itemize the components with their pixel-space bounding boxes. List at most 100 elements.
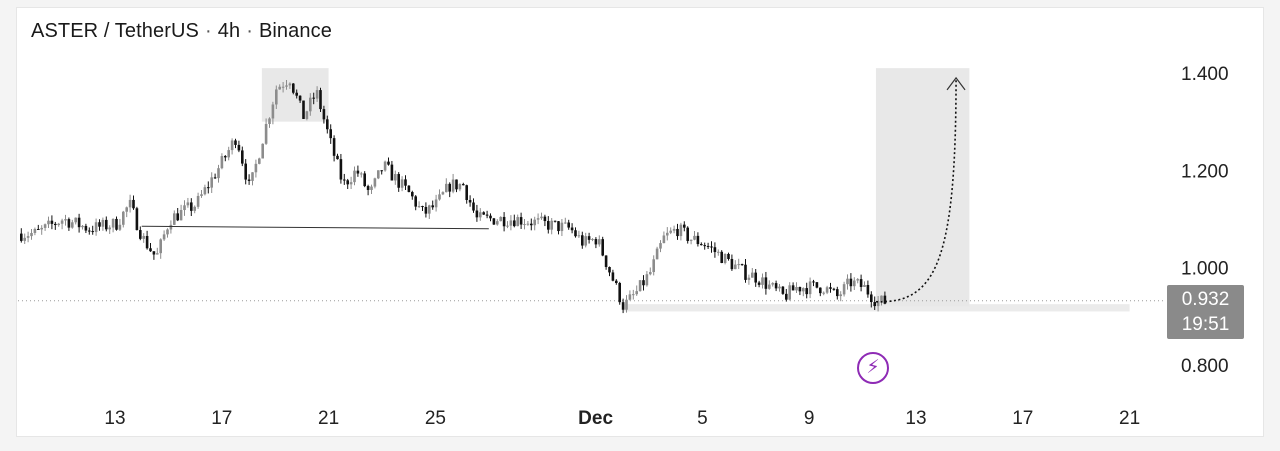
candle-body [798,286,802,292]
price-axis-label: 1.400 [1181,64,1229,85]
time-axis-label: 5 [697,408,708,429]
candle-body [366,186,370,190]
candle-body [472,202,475,211]
price-axis-label: 0.800 [1181,356,1229,377]
candle-body [492,218,496,225]
candle-body [829,287,832,289]
candle-body [122,211,125,225]
candle-body [655,248,659,260]
candle-body [506,225,509,227]
candle-body [254,163,258,173]
candle-body [638,280,642,292]
candle-body [761,277,764,285]
candle-body [509,220,513,226]
candle-body [553,220,557,222]
candle-body [411,192,414,197]
candle-body [689,239,693,241]
time-axis-label: 25 [425,408,446,429]
candle-body [744,264,747,280]
candle-body [652,259,655,273]
candle-body [397,174,400,188]
candle-body [312,97,315,99]
price-axis-label: 1.000 [1181,259,1229,280]
candle-body [516,217,519,227]
candle-body [247,179,251,181]
candle-body [683,224,686,228]
candle-body [179,210,183,221]
candle-body [530,223,533,226]
candle-body [802,288,805,292]
candle-body [550,220,553,230]
candle-body [37,228,40,230]
candle-body [196,195,200,207]
candle-body [271,104,275,119]
candle-body [54,223,57,226]
candle-body [424,206,428,214]
candle-body [812,281,815,283]
candle-body [132,199,135,209]
candle-body [747,277,751,280]
price-axis[interactable]: 1.400 1.200 1.000 0.800 [1181,64,1229,377]
symbol-label: ASTER / TetherUS [31,20,199,42]
candle-body [387,161,390,165]
candle-body [84,225,88,231]
candle-body [30,232,33,237]
candle-body [77,217,81,228]
candle-body [564,222,567,224]
candle-body [587,236,591,240]
candle-body [863,284,866,287]
candle-body [200,194,203,196]
candle-body [720,251,723,263]
candle-body [74,217,77,223]
candle-body [496,221,499,225]
time-axis-label: 13 [104,408,125,429]
candle-body [791,285,795,291]
candle-body [81,225,84,228]
overlay-layer [141,76,966,303]
candle-body [67,219,71,228]
candle-body [781,286,785,294]
candle-body [268,118,271,124]
candle-body [523,224,526,226]
candle-body [873,302,876,307]
candle-body [598,239,601,245]
time-axis-label: Dec [578,408,613,429]
candle-body [349,182,353,185]
candle-body [414,196,417,207]
candle-body [448,183,451,192]
candle-body [540,216,543,219]
candle-body [343,179,346,181]
candle-body [455,179,458,190]
candle-body [866,284,870,295]
candle-body [693,235,696,240]
candle-body [499,216,502,222]
time-axis-label: 17 [211,408,232,429]
candle-body [149,248,152,252]
candle-body [190,202,193,211]
candle-body [438,194,441,200]
chart-title[interactable]: ASTER / TetherUS · 4h · Binance [31,20,332,43]
candle-body [43,224,47,228]
candle-body [278,86,281,90]
time-axis[interactable]: 13 17 21 25 Dec 5 9 13 17 21 [104,408,1140,429]
current-price-tag: 0.932 19:51 [1167,285,1244,339]
candle-body [71,222,74,228]
time-axis-label: 17 [1012,408,1033,429]
candle-body [730,258,734,270]
candle-body [669,230,672,233]
candle-body [183,205,186,211]
candle-body [645,274,649,286]
candle-body [825,287,829,293]
candle-body [105,219,108,230]
candle-body [60,220,64,224]
candle-body [468,200,472,203]
support-zone [622,304,1130,312]
candle-body [883,295,887,304]
candle-body [186,202,190,206]
candle-body [632,294,635,296]
candle-body [482,212,485,215]
candle-body [332,138,336,156]
lightning-bolt-icon[interactable]: ⚡︎ [857,352,889,384]
candle-body [373,178,377,187]
